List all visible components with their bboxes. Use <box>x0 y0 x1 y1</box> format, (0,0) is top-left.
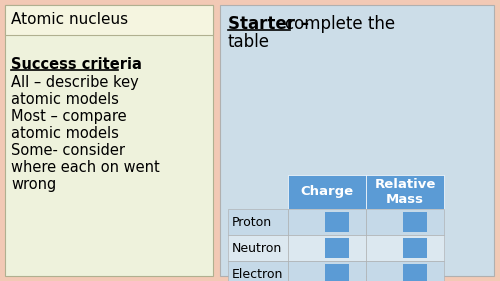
Text: Proton: Proton <box>232 216 272 228</box>
FancyBboxPatch shape <box>366 175 444 209</box>
FancyBboxPatch shape <box>228 175 288 209</box>
FancyBboxPatch shape <box>403 264 427 281</box>
Text: wrong: wrong <box>11 177 56 192</box>
Text: Charge: Charge <box>300 185 354 198</box>
Text: atomic models: atomic models <box>11 126 119 141</box>
FancyBboxPatch shape <box>228 209 288 235</box>
Text: Some- consider: Some- consider <box>11 143 125 158</box>
Text: complete the: complete the <box>285 15 395 33</box>
Text: Most – compare: Most – compare <box>11 109 126 124</box>
FancyBboxPatch shape <box>403 238 427 258</box>
Text: Starter –: Starter – <box>228 15 315 33</box>
FancyBboxPatch shape <box>403 212 427 232</box>
FancyBboxPatch shape <box>288 261 366 281</box>
FancyBboxPatch shape <box>325 238 349 258</box>
Text: Neutron: Neutron <box>232 241 282 255</box>
Text: table: table <box>228 33 270 51</box>
FancyBboxPatch shape <box>366 209 444 235</box>
Text: atomic models: atomic models <box>11 92 119 107</box>
Text: Relative
Mass: Relative Mass <box>374 178 436 206</box>
FancyBboxPatch shape <box>325 212 349 232</box>
FancyBboxPatch shape <box>5 5 213 276</box>
FancyBboxPatch shape <box>288 235 366 261</box>
FancyBboxPatch shape <box>220 5 494 276</box>
FancyBboxPatch shape <box>228 261 288 281</box>
Text: Success criteria: Success criteria <box>11 57 142 72</box>
FancyBboxPatch shape <box>5 5 213 35</box>
FancyBboxPatch shape <box>288 209 366 235</box>
Text: where each on went: where each on went <box>11 160 160 175</box>
Text: Atomic nucleus: Atomic nucleus <box>11 12 128 28</box>
FancyBboxPatch shape <box>325 264 349 281</box>
FancyBboxPatch shape <box>366 235 444 261</box>
FancyBboxPatch shape <box>288 175 366 209</box>
Text: Electron: Electron <box>232 268 283 280</box>
FancyBboxPatch shape <box>366 261 444 281</box>
FancyBboxPatch shape <box>228 235 288 261</box>
Text: All – describe key: All – describe key <box>11 75 139 90</box>
